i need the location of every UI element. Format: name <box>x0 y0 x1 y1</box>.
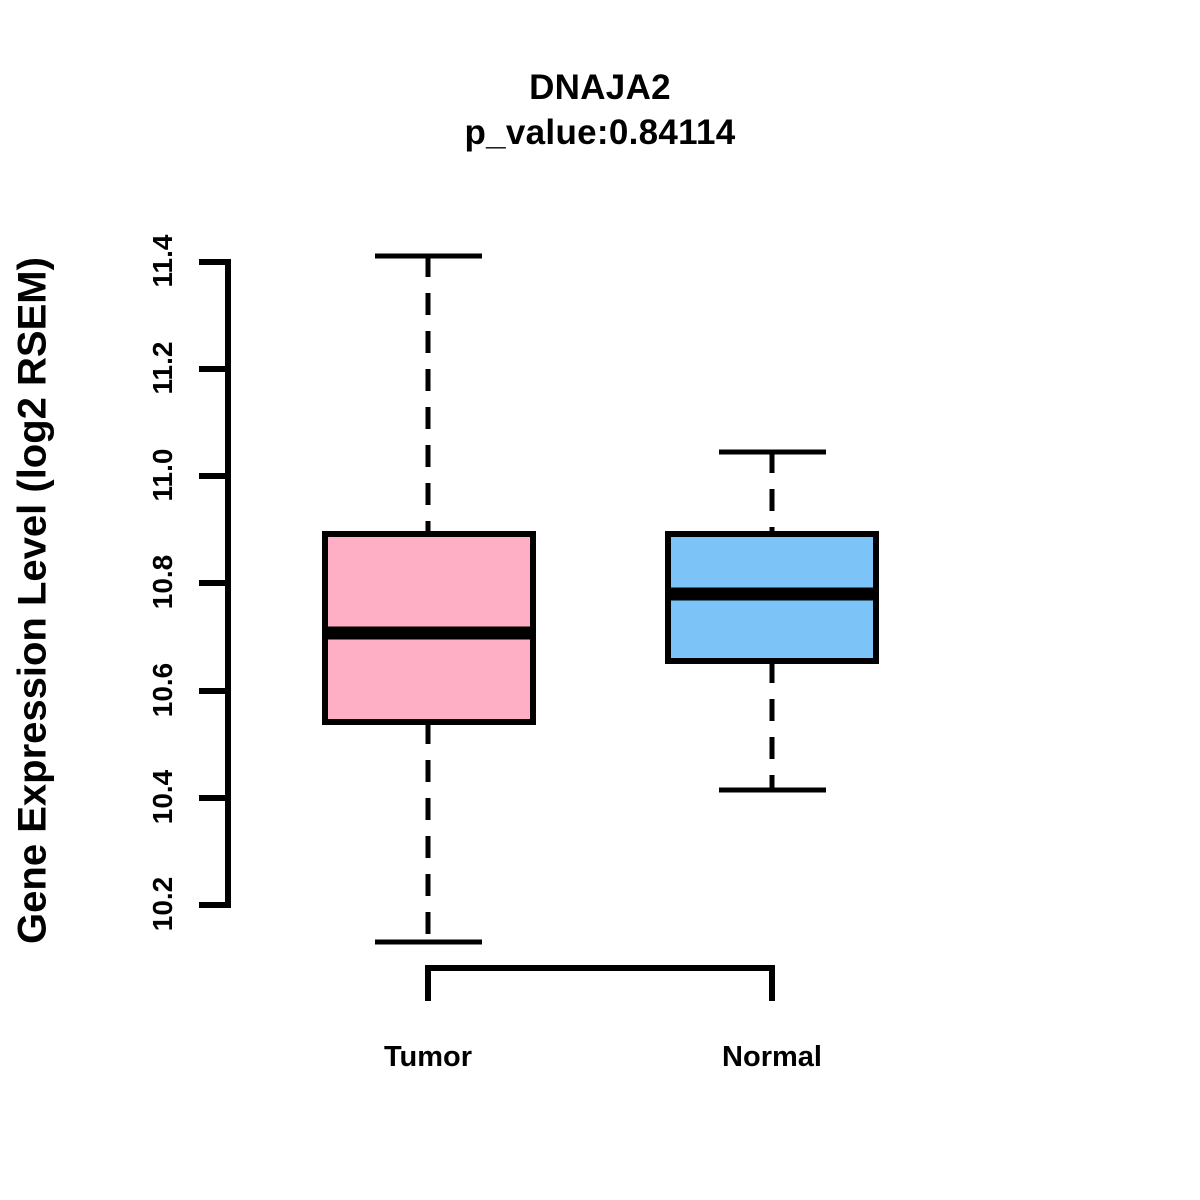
box-normal[interactable] <box>665 449 879 793</box>
y-tick-label-5: 11.2 <box>147 341 178 395</box>
chart-title-block: DNAJA2 p_value:0.84114 <box>0 66 1200 156</box>
x-tick-label-tumor: Tumor <box>383 1041 473 1073</box>
chart-title: DNAJA2 <box>529 68 671 107</box>
y-axis <box>199 259 231 908</box>
y-tick-label-4: 11.0 <box>147 448 178 502</box>
x-tick-label-normal: Normal <box>722 1041 822 1073</box>
y-tick-label-0: 10.2 <box>147 876 178 932</box>
y-tick-label-6: 11.4 <box>147 234 178 288</box>
y-tick-label-1: 10.4 <box>147 769 178 825</box>
y-tick-label-3: 10.8 <box>147 554 178 610</box>
chart-subtitle-pvalue: p_value:0.84114 <box>464 112 736 152</box>
y-tick-label-2: 10.6 <box>147 662 178 718</box>
box-tumor[interactable] <box>322 253 536 945</box>
x-axis <box>425 965 775 1001</box>
